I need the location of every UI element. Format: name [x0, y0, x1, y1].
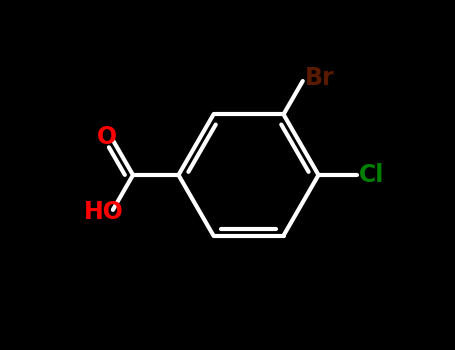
Text: HO: HO	[84, 199, 124, 224]
Text: Br: Br	[304, 66, 334, 90]
Text: O: O	[96, 125, 116, 149]
Text: Cl: Cl	[359, 163, 384, 187]
